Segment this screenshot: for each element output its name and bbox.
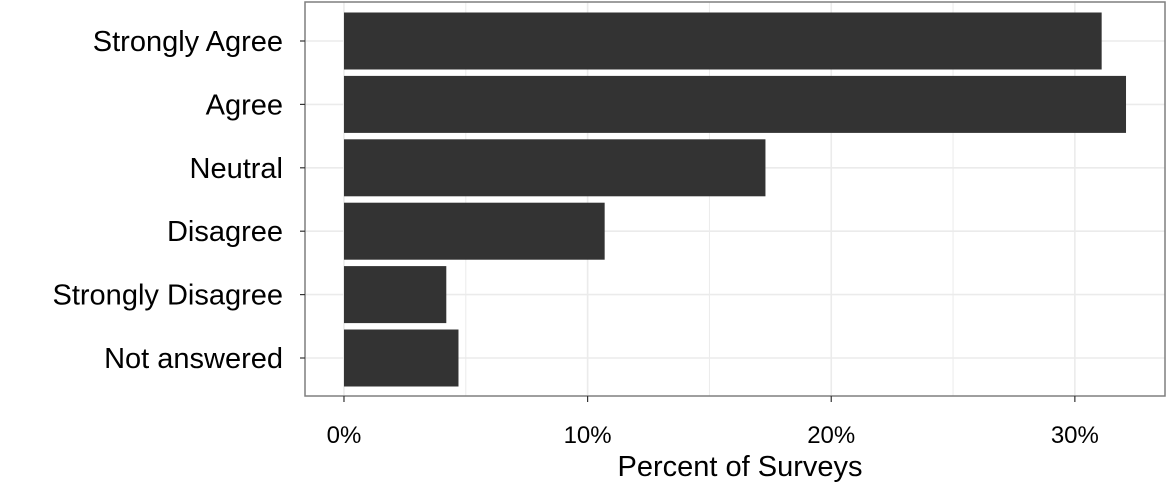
bar xyxy=(343,75,1127,133)
x-tick-label: 30% xyxy=(1051,422,1099,449)
bar xyxy=(343,202,605,260)
category-label: Not answered xyxy=(104,343,283,375)
bar xyxy=(343,329,459,387)
x-tick-label: 0% xyxy=(327,422,362,449)
y-axis-category-labels: Strongly Agree Agree Neutral Disagree Strong… xyxy=(53,26,305,375)
bar xyxy=(343,139,766,197)
category-label: Strongly Agree xyxy=(93,26,283,58)
bar xyxy=(343,266,447,324)
x-tick-label: 20% xyxy=(807,422,855,449)
category-label: Strongly Disagree xyxy=(53,280,284,312)
category-label: Disagree xyxy=(167,216,283,248)
x-axis-title: Percent of Surveys xyxy=(618,451,863,483)
bars xyxy=(343,12,1127,387)
plot-panel-border xyxy=(304,1,1166,397)
category-label: Neutral xyxy=(190,153,284,185)
x-tick-label: 10% xyxy=(564,422,612,449)
bar xyxy=(343,12,1102,70)
x-axis-ticks: 0% 10% 20% 30% xyxy=(327,396,1099,449)
category-label: Agree xyxy=(206,89,283,121)
